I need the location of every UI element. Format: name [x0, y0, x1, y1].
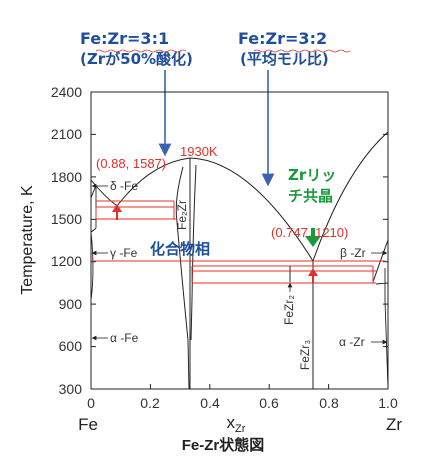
ratio-32-label-line2: (平均モル比): [240, 50, 329, 68]
x-end-label-fe: Fe: [78, 415, 98, 434]
x-tick-label: 1.0: [378, 395, 398, 411]
phase-label-fezr2: FeZr₂: [282, 295, 296, 325]
green-arrow: [305, 228, 321, 247]
y-tick-label: 1500: [51, 211, 82, 227]
fe2zr-boundary: [175, 166, 190, 390]
ratio-31-label-line1: Fe:Zr=3:1: [80, 29, 169, 48]
x-axis: [149, 384, 330, 389]
phase-boundary: [90, 185, 97, 199]
peak-temp-label: 1930K: [180, 144, 218, 159]
x-tick-label: 0.2: [140, 395, 160, 411]
ratio-31-label-line2: (Zrが50%酸化): [80, 50, 193, 68]
eutectic-right-label: (0.747, 1210): [271, 225, 348, 240]
x-tick-label: 0: [87, 395, 95, 411]
y-axis-label: Temperature, K: [19, 185, 36, 295]
y-tick-label: 1200: [51, 253, 82, 269]
red-isotherms-left: [95, 200, 177, 220]
zr-side-boundary: [384, 268, 389, 390]
phase-label-fe2zr: Fe₂Zr: [175, 200, 189, 230]
x-tick-label: 0.6: [259, 395, 279, 411]
zr-rich-label-line1: Zrリッ: [288, 166, 336, 184]
phase-label-gamma-fe: γ -Fe: [110, 246, 138, 260]
compound-phase-label: 化合物相: [150, 240, 210, 258]
fe2zr-boundary: [190, 164, 197, 341]
liquidus-curve: [116, 157, 314, 262]
phase-label-fezr3: FeZr₃: [298, 340, 312, 370]
phase-label-alpha-zr: α -Zr: [339, 335, 365, 349]
phase-label-delta-fe: δ -Fe: [110, 179, 138, 193]
y-tick-label: 300: [59, 381, 83, 397]
y-tick-label: 900: [59, 296, 83, 312]
x-end-label-zr: Zr: [386, 415, 402, 434]
y-tick-label: 1800: [51, 169, 82, 185]
eutectic-left-label: (0.88, 1587): [96, 156, 166, 171]
wavy-underline-left: [95, 49, 187, 53]
caption: Fe-Zr状態図: [182, 436, 265, 454]
phase-boundary: [90, 227, 97, 233]
liquidus-curve: [90, 179, 118, 207]
y-tick-label: 2400: [51, 84, 82, 100]
x-axis-label: xZr: [227, 413, 246, 435]
ratio-32-label-line1: Fe:Zr=3:2: [238, 29, 327, 48]
red-isotherms-right: [91, 260, 385, 284]
y-tick-label: 2100: [51, 126, 82, 142]
liquidus-curve: [312, 131, 389, 262]
x-tick-label: 0.8: [319, 395, 339, 411]
phase-label-beta-zr: β -Zr: [340, 246, 366, 260]
zr-side-boundary: [375, 282, 389, 285]
wavy-underline-right: [253, 49, 351, 53]
red-arrow-left: [112, 204, 122, 220]
x-tick-label: 0.4: [200, 395, 220, 411]
y-tick-label: 600: [59, 338, 83, 354]
red-arrow-right: [308, 268, 318, 283]
zr-rich-label-line2: チ共晶: [288, 187, 333, 205]
phase-boundary: [90, 231, 94, 301]
phase-label-alpha-fe: α -Fe: [110, 331, 139, 345]
